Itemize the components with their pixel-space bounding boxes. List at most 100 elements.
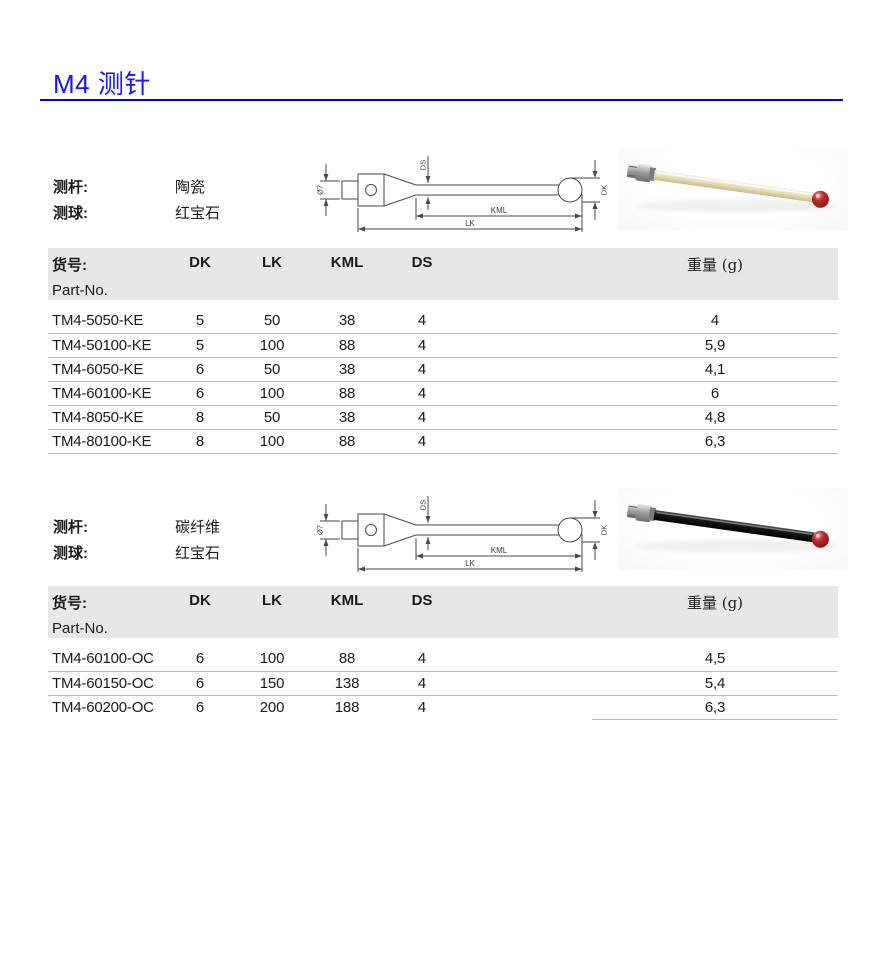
cell-weight: 6,3 — [592, 429, 838, 454]
cell-part-no: TM4-80100-KE — [48, 429, 166, 454]
cell-lk: 100 — [234, 647, 310, 672]
table-row: TM4-60100-KE 6 100 88 4 6 — [48, 381, 838, 406]
cell-dk: 6 — [166, 671, 234, 696]
dim-label-dia7: Ø7 — [316, 525, 325, 535]
table-row: TM4-8050-KE 8 50 38 4 4,8 — [48, 405, 838, 430]
spec-value-ball: 红宝石 — [175, 543, 221, 562]
cell-weight: 6,3 — [592, 695, 838, 720]
table-row: TM4-50100-KE 5 100 88 4 5,9 — [48, 333, 838, 358]
table-row: TM4-60200-OC 6 200 188 4 6,3 — [48, 695, 838, 720]
cell-weight: 4 — [592, 309, 838, 334]
col-header-filler — [460, 248, 592, 300]
parts-table-carbon: 货号: Part-No. DK LK KML DS 重量 (g) TM4-601… — [48, 586, 838, 720]
cell-part-no: TM4-6050-KE — [48, 357, 166, 382]
cell-kml: 188 — [334, 698, 360, 716]
spec-label-shaft: 测杆: — [53, 518, 88, 536]
spec-label-ball: 测球: — [53, 544, 88, 562]
title-divider — [40, 99, 843, 101]
cell-kml: 88 — [310, 647, 384, 672]
spec-row-shaft: 测杆: 碳纤维 — [53, 513, 313, 539]
cell-kml: 38 — [310, 309, 384, 334]
cell-lk: 100 — [234, 333, 310, 358]
stylus-dimension-drawing: Ø7 DS DK KML LK — [312, 480, 612, 573]
dim-label-dk: DK — [600, 525, 609, 535]
cell-kml: 138 — [310, 671, 384, 696]
table-row: TM4-6050-KE 6 50 38 4 4,1 — [48, 357, 838, 382]
cell-filler — [460, 671, 592, 696]
col-header-kml: KML — [310, 248, 384, 300]
cell-ds: 4 — [384, 309, 460, 334]
cell-dk: 6 — [166, 357, 234, 382]
table-spacer-row — [48, 638, 838, 647]
cell-ds: 4 — [384, 429, 460, 454]
cell-weight: 4,1 — [592, 357, 838, 382]
table-row: TM4-60100-OC 6 100 88 4 4,5 — [48, 647, 838, 672]
dimension-arrowheads — [323, 171, 598, 232]
cell-filler — [460, 647, 592, 672]
table-row: TM4-80100-KE 8 100 88 4 6,3 — [48, 429, 838, 454]
col-header-dk: DK — [166, 248, 234, 300]
cell-part-no: TM4-50100-KE — [48, 333, 166, 358]
cell-weight: 4,5 — [592, 647, 838, 672]
cell-lk: 100 — [234, 381, 310, 406]
spec-value-ball: 红宝石 — [175, 203, 221, 222]
dimension-arrowheads — [323, 511, 598, 572]
col-header-weight: 重量 (g) — [592, 586, 838, 638]
cell-part-no: TM4-60100-OC — [48, 647, 166, 672]
spec-value-shaft: 陶瓷 — [175, 177, 206, 196]
cell-ds: 4 — [384, 647, 460, 672]
cell-weight: 6 — [592, 381, 838, 406]
cell-ds: 4 — [384, 405, 460, 430]
section1-specs: 测杆: 陶瓷 测球: 红宝石 — [53, 173, 313, 225]
col-header-lk: LK — [234, 248, 310, 300]
cell-weight: 4,8 — [592, 405, 838, 430]
table-row: TM4-60150-OC 6 150 138 4 5,4 — [48, 671, 838, 696]
dim-label-ds: DS — [419, 500, 428, 510]
cell-dk: 8 — [166, 405, 234, 430]
page-title: M4 测针 — [53, 69, 151, 99]
cell-filler — [460, 381, 592, 406]
cell-kml: 88 — [310, 333, 384, 358]
cell-lk: 100 — [234, 429, 310, 454]
cell-filler — [460, 405, 592, 430]
cell-dk: 6 — [166, 381, 234, 406]
dim-label-ds: DS — [419, 160, 428, 170]
dim-label-lk: LK — [465, 559, 475, 568]
spec-label-shaft: 测杆: — [53, 178, 88, 196]
spec-row-ball: 测球: 红宝石 — [53, 199, 313, 225]
cell-part-no: TM4-5050-KE — [48, 309, 166, 334]
col-header-part: 货号: Part-No. — [48, 586, 166, 638]
cell-ds: 4 — [384, 381, 460, 406]
col-header-lk: LK — [234, 586, 310, 638]
cell-filler — [460, 333, 592, 358]
cell-kml: 38 — [310, 405, 384, 430]
col-header-filler — [460, 586, 592, 638]
dim-label-dk: DK — [600, 185, 609, 195]
cell-lk: 50 — [234, 309, 310, 334]
cell-ds: 4 — [417, 698, 427, 716]
dim-label-kml: KML — [491, 546, 508, 555]
cell-weight: 5,9 — [592, 333, 838, 358]
cell-dk: 5 — [166, 333, 234, 358]
table-spacer-row — [48, 300, 838, 309]
cell-lk: 200 — [259, 698, 285, 716]
cell-filler — [460, 429, 592, 454]
section2-specs: 测杆: 碳纤维 测球: 红宝石 — [53, 513, 313, 565]
cell-lk: 50 — [234, 405, 310, 430]
spec-value-shaft: 碳纤维 — [175, 517, 221, 536]
col-header-dk: DK — [166, 586, 234, 638]
table-header-row: 货号: Part-No. DK LK KML DS 重量 (g) — [48, 248, 838, 300]
cell-kml: 88 — [310, 429, 384, 454]
stylus-dimension-drawing: Ø7 DS DK KML LK — [312, 140, 612, 233]
dim-label-kml: KML — [491, 206, 508, 215]
cell-part-no: TM4-8050-KE — [48, 405, 166, 430]
col-header-ds: DS — [384, 248, 460, 300]
dim-label-dia7: Ø7 — [316, 185, 325, 195]
cell-dk: 6 — [166, 647, 234, 672]
cell-filler — [460, 357, 592, 382]
ceramic-stylus-photo — [618, 148, 848, 230]
spec-label-ball: 测球: — [53, 204, 88, 222]
col-header-part: 货号: Part-No. — [48, 248, 166, 300]
table-header-row: 货号: Part-No. DK LK KML DS 重量 (g) — [48, 586, 838, 638]
